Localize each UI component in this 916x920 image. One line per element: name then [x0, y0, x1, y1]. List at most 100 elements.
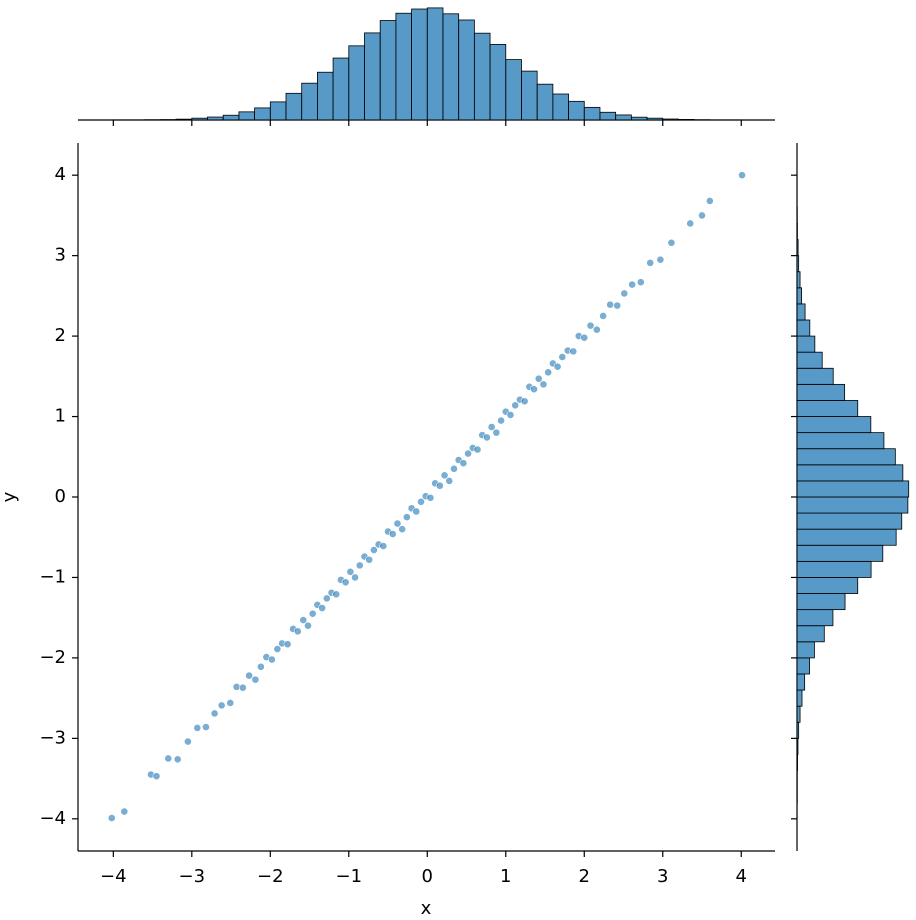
histogram-bar [426, 7, 444, 121]
point [256, 662, 265, 671]
histogram-bar [796, 335, 816, 353]
point [238, 683, 247, 692]
point [379, 542, 388, 550]
point [365, 555, 374, 564]
point [299, 616, 308, 624]
histogram-bar [796, 255, 800, 273]
point [539, 380, 548, 389]
histogram-bar [678, 119, 695, 121]
point [318, 604, 327, 612]
point [293, 627, 302, 636]
histogram-bar [796, 383, 846, 401]
point [613, 301, 622, 310]
point [435, 481, 444, 490]
x-tick-label: 0 [422, 866, 433, 887]
histogram-bar [796, 416, 872, 434]
point [273, 645, 282, 653]
histogram-bar [796, 609, 834, 627]
histogram-bar [796, 432, 885, 450]
histogram-bar [796, 689, 803, 707]
histogram-bar [269, 101, 287, 121]
x-tick-label: 4 [736, 866, 747, 887]
histogram-bar [796, 528, 897, 546]
x-tick-label: 1 [500, 866, 511, 887]
point [164, 754, 173, 763]
histogram-bar [796, 319, 811, 337]
histogram-bar [796, 544, 884, 562]
point [226, 699, 235, 707]
histogram-bar [301, 82, 318, 121]
point [120, 807, 129, 816]
point [492, 428, 501, 437]
point [580, 333, 589, 342]
histogram-bar [796, 271, 801, 289]
histogram-bar [796, 721, 800, 739]
y-tick-label: −3 [39, 727, 66, 748]
point [599, 312, 608, 320]
histogram-bar [796, 673, 806, 691]
point [586, 321, 595, 330]
point [464, 449, 473, 458]
histogram-bar [191, 117, 208, 121]
point [417, 497, 425, 506]
point [705, 197, 714, 205]
point [202, 723, 210, 731]
histogram-bar [442, 13, 460, 121]
point [445, 477, 454, 485]
point [322, 594, 331, 603]
point [402, 513, 411, 522]
x-tick-label: −1 [336, 866, 363, 887]
histogram-bar [458, 19, 475, 121]
x-axis-label: x [421, 898, 432, 919]
point [534, 374, 543, 383]
point [267, 655, 276, 664]
point [636, 278, 645, 287]
histogram-bar [796, 351, 823, 369]
point [210, 709, 219, 718]
histogram-bar [630, 116, 648, 121]
histogram-bar [796, 577, 859, 594]
point [193, 724, 202, 732]
point [304, 621, 312, 630]
x-tick-label: −2 [257, 866, 284, 887]
point [483, 433, 491, 442]
histogram-bar [536, 83, 554, 121]
histogram-bar [796, 303, 806, 321]
histogram-bar [411, 8, 428, 121]
point [245, 671, 254, 680]
y-tick-label: 2 [55, 325, 66, 346]
y-tick-label: 0 [55, 486, 66, 507]
point [426, 493, 435, 502]
point [332, 590, 341, 599]
histogram-bar [796, 400, 859, 417]
y-tick-label: 4 [55, 164, 66, 185]
point [620, 289, 629, 298]
histogram-bar [615, 114, 632, 121]
point [440, 471, 449, 480]
point [569, 347, 578, 356]
point [686, 219, 695, 228]
point [520, 397, 529, 406]
point [506, 411, 515, 419]
histogram-bar [316, 71, 334, 121]
histogram-bar [207, 116, 224, 121]
x-tick-label: 2 [579, 866, 590, 887]
point [450, 464, 458, 473]
histogram-bar [254, 107, 271, 121]
point [217, 701, 226, 710]
point [346, 567, 355, 576]
point [355, 561, 364, 570]
point [173, 755, 182, 764]
histogram-bar [285, 92, 303, 121]
histogram-bar [646, 117, 664, 121]
histogram-bar [796, 625, 825, 643]
histogram-bar [568, 100, 585, 121]
point [459, 459, 468, 468]
histogram-bar [796, 448, 896, 466]
histogram-bar [796, 657, 810, 675]
point [544, 368, 553, 377]
point [251, 675, 260, 684]
histogram-bar [796, 737, 799, 755]
point [107, 814, 116, 822]
